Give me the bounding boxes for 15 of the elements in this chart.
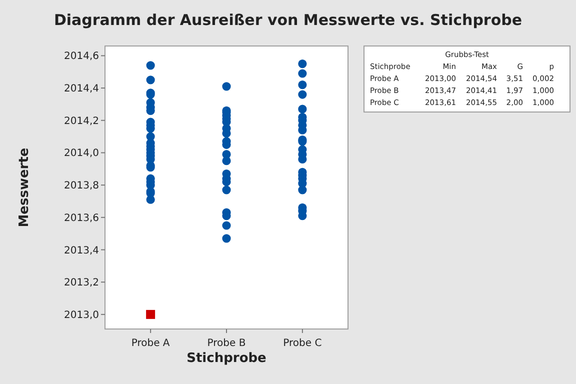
y-tick-label: 2014,4 [64,84,99,95]
y-tick-label: 2013,6 [64,212,99,224]
y-tick-label: 2014,6 [64,51,99,62]
y-tick-label: 2014,0 [64,148,99,160]
y-tick-label: 2013,2 [64,278,99,289]
x-tick-label: Probe C [283,338,322,349]
y-tick-label: 2013,8 [64,180,99,192]
y-axis-title: Messwerte [17,148,32,228]
chart-title: Diagramm der Ausreißer von Messwerte vs. Stichprobe [54,11,522,29]
y-tick-label: 2013,0 [64,310,99,321]
x-tick-label: Probe A [131,338,170,349]
x-tick-label: Probe B [207,338,246,349]
y-tick-label: 2013,4 [64,245,99,256]
x-axis-title: Stichprobe [186,351,267,366]
y-tick-label: 2014,2 [64,116,99,127]
